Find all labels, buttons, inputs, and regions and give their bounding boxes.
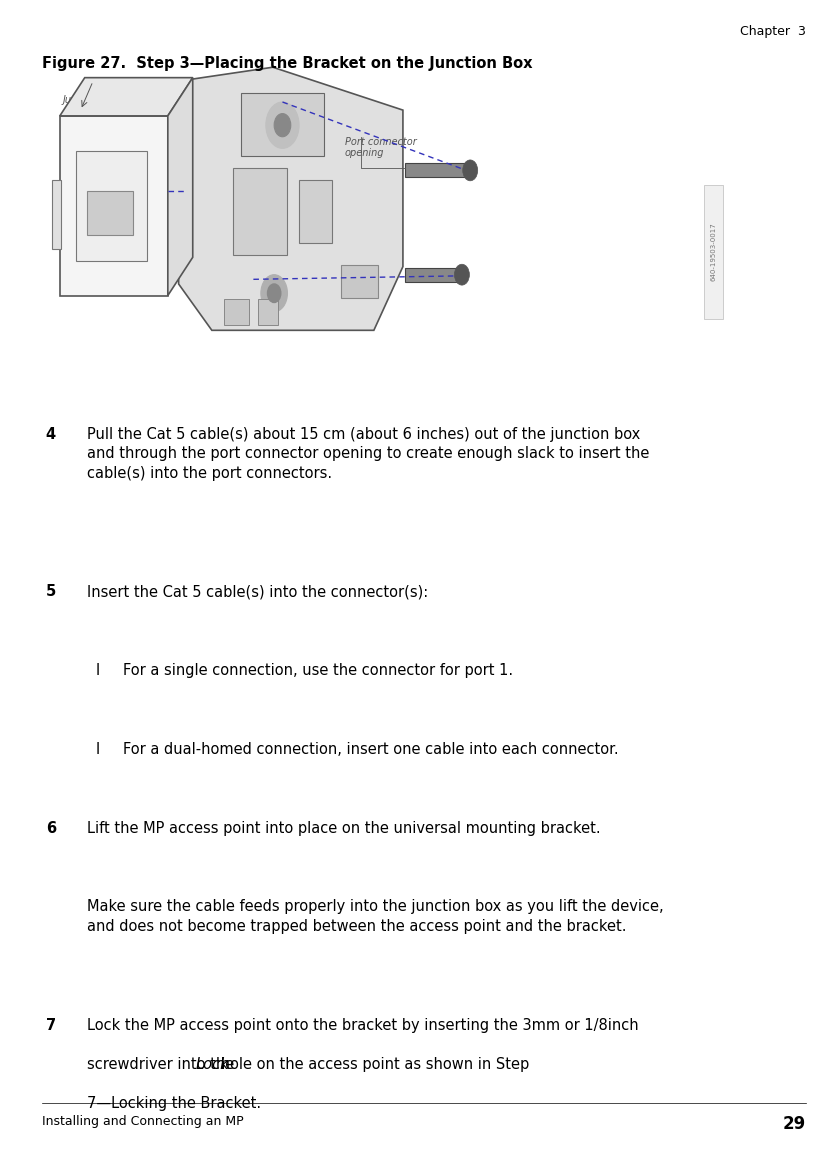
Polygon shape — [168, 78, 193, 296]
Text: 640-19503-0017: 640-19503-0017 — [711, 223, 716, 280]
Text: l: l — [96, 663, 100, 678]
Text: Lift the MP access point into place on the universal mounting bracket.: Lift the MP access point into place on t… — [87, 821, 601, 836]
Bar — [299, 180, 332, 243]
Text: Insert the Cat 5 cable(s) into the connector(s):: Insert the Cat 5 cable(s) into the conne… — [87, 584, 429, 599]
Text: Chapter  3: Chapter 3 — [740, 25, 806, 38]
Text: Pull the Cat 5 cable(s) about 15 cm (about 6 inches) out of the junction box
and: Pull the Cat 5 cable(s) about 15 cm (abo… — [87, 427, 650, 481]
Circle shape — [261, 275, 288, 312]
Text: screwdriver into the: screwdriver into the — [87, 1057, 239, 1072]
Bar — [406, 268, 460, 282]
Bar — [76, 151, 147, 261]
Bar — [224, 299, 249, 325]
Polygon shape — [179, 67, 403, 330]
Circle shape — [266, 102, 299, 148]
Text: Port connector
opening: Port connector opening — [345, 137, 416, 159]
Text: Junction box: Junction box — [62, 95, 123, 105]
Bar — [341, 265, 378, 298]
Text: Lock the MP access point onto the bracket by inserting the 3mm or 1/8inch: Lock the MP access point onto the bracke… — [87, 1018, 639, 1033]
Polygon shape — [60, 78, 193, 116]
Circle shape — [274, 114, 291, 137]
Circle shape — [463, 160, 478, 181]
Text: For a single connection, use the connector for port 1.: For a single connection, use the connect… — [123, 663, 513, 678]
Bar — [233, 168, 287, 255]
Text: 5: 5 — [46, 584, 56, 599]
Text: Make sure the cable feeds properly into the junction box as you lift the device,: Make sure the cable feeds properly into … — [87, 899, 664, 934]
Circle shape — [268, 284, 281, 302]
Text: Figure 27.  Step 3—Placing the Bracket on the Junction Box: Figure 27. Step 3—Placing the Bracket on… — [42, 56, 532, 71]
Text: l: l — [96, 742, 100, 757]
Text: 4: 4 — [46, 427, 56, 442]
Bar — [406, 163, 468, 177]
Bar — [241, 93, 324, 156]
Bar — [87, 191, 133, 235]
Circle shape — [455, 264, 470, 285]
Text: 7: 7 — [46, 1018, 56, 1033]
Text: For a dual-homed connection, insert one cable into each connector.: For a dual-homed connection, insert one … — [123, 742, 618, 757]
Text: Lock: Lock — [195, 1057, 229, 1072]
Text: 7—Locking the Bracket.: 7—Locking the Bracket. — [87, 1096, 262, 1111]
Bar — [258, 299, 278, 325]
Text: hole on the access point as shown in Step: hole on the access point as shown in Ste… — [216, 1057, 529, 1072]
Bar — [60, 116, 168, 296]
Text: Installing and Connecting an MP: Installing and Connecting an MP — [42, 1115, 243, 1128]
Text: 29: 29 — [783, 1115, 806, 1134]
Text: 6: 6 — [46, 821, 56, 836]
Bar — [705, 185, 723, 319]
Bar — [52, 180, 61, 249]
